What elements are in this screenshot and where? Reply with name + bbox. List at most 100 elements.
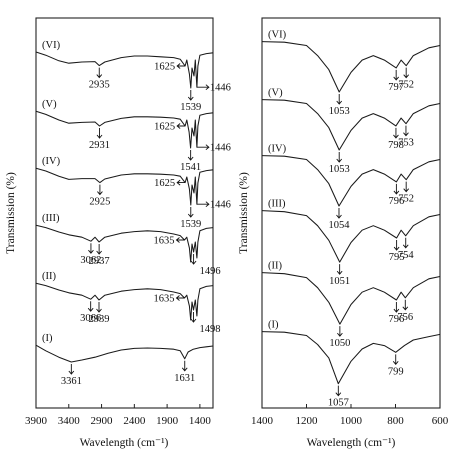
x-tick-label: 1400 [251,415,274,427]
annotation-arrow [96,244,102,255]
annotation-arrow [403,181,410,193]
annotation-arrow [403,67,410,79]
annotation-label: 1051 [329,276,350,287]
annotation-arrow [393,69,400,81]
spectrum-line-ii [261,272,441,325]
x-tick-label: 2400 [123,415,146,427]
annotation-label: 753 [398,138,414,149]
right-panel: 1400 1200 1000 800 600 Wavelength (cm⁻¹) Trans… [238,17,449,449]
y-axis-label: Transmission (%) [238,172,250,254]
x-tick-label: 1900 [156,415,179,427]
annotation-arrow [393,302,400,313]
annotation-arrow [336,264,343,275]
curve-label: (III) [268,199,286,210]
spectrum-line-ii [35,282,214,321]
annotation-label: 1057 [328,398,349,409]
annotation-arrow [96,67,103,79]
annotation-arrow [393,240,400,251]
annotation-label: 3361 [61,376,82,387]
spectrum-line-i [35,344,214,363]
annotation-arrow [176,63,186,69]
annotation-label: 2931 [89,140,110,151]
plot-frame [35,17,214,409]
x-axis-label: Wavelength (cm⁻¹) [80,437,169,449]
annotation-label: 2935 [89,80,110,91]
annotation-label: 1496 [200,266,221,277]
spectrum-line-v [261,99,441,151]
annotation-arrow [337,326,343,337]
spectrum-line-v [35,110,214,149]
curve-label: (IV) [268,144,287,155]
x-tick-label: 1000 [340,415,363,427]
curve-label: (II) [42,271,56,282]
annotation-arrow [196,84,210,91]
annotation-arrow [87,301,94,312]
spectrum-line-iii [35,224,214,263]
x-tick-label: 1400 [189,415,212,427]
annotation-label: 2937 [89,256,110,267]
annotation-label: 1625 [154,178,175,189]
annotation-label: 1053 [329,164,350,175]
annotation-arrow [96,128,103,139]
spectrum-line-vi [261,41,441,93]
annotation-arrow [88,243,94,254]
annotation-label: 3062 [80,255,101,266]
annotation-label: 796 [389,196,405,207]
spectrum-line-vi [35,51,214,89]
annotation-label: 1053 [329,106,350,117]
y-axis-label: Transmission (%) [5,172,17,254]
x-axis-label: Wavelength (cm⁻¹) [307,437,396,449]
curve-label: (VI) [268,30,287,41]
x-tick-label: 3400 [58,415,81,427]
annotation-label: 1635 [153,236,174,247]
annotation-arrow [187,90,194,101]
annotation-label: 797 [388,82,404,93]
annotation-label: 1541 [180,162,201,173]
annotation-label: 3066 [80,313,101,324]
curve-label: (V) [42,99,57,110]
annotation-arrow [392,354,399,366]
annotation-label: 1539 [180,102,201,113]
annotation-label: 1631 [174,373,195,384]
annotation-label: 752 [398,194,414,205]
curve-label: (VI) [42,40,61,51]
x-tick-label: 1200 [296,415,319,427]
annotation-label: 1625 [154,122,175,133]
annotation-label: 754 [398,250,415,261]
annotation-label: 2939 [88,314,109,325]
annotation-label: 1446 [210,200,231,211]
left-panel: 3900 3400 2900 2400 1900 1400 Wavelength (cm⁻¹… [5,17,231,449]
annotation-label: 1539 [180,219,201,230]
annotation-arrow [190,312,197,323]
x-tick-label: 3900 [25,415,48,427]
annotation-label: 756 [397,312,413,323]
annotation-arrow [176,179,186,186]
x-tick-label: 600 [432,415,449,427]
annotation-arrow [336,94,343,105]
annotation-label: 1054 [328,220,350,231]
annotation-arrow [335,385,342,397]
annotation-label: 1635 [153,294,174,305]
annotation-arrow [181,360,188,372]
annotation-label: 1446 [210,83,231,94]
spectrum-line-i [261,331,441,385]
annotation-label: 799 [388,366,404,377]
x-tick-label: 800 [387,415,404,427]
annotation-arrow [190,254,197,265]
annotation-arrow [403,125,409,137]
annotation-label: 1498 [199,324,220,335]
curve-label: (III) [42,213,60,224]
annotation-arrow [175,295,185,301]
annotation-arrow [187,207,194,218]
curve-label: (IV) [42,156,61,167]
annotation-arrow [402,237,409,249]
curve-label: (I) [268,320,279,331]
annotation-arrow [187,150,194,161]
annotation-arrow [336,152,343,163]
spectrum-line-iv [261,155,441,207]
x-tick-label: 2900 [91,415,114,427]
annotation-arrow [196,144,210,151]
curve-label: (I) [42,333,53,344]
annotation-label: 1625 [154,62,175,73]
